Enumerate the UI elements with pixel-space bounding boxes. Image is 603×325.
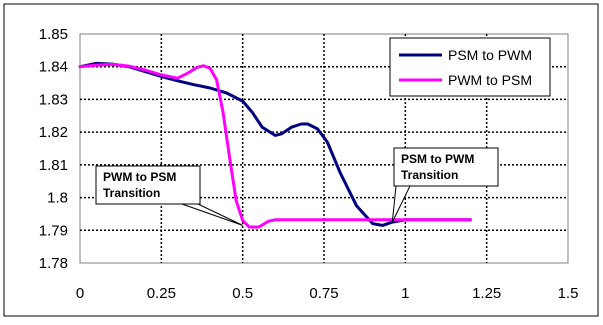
y-tick-label: 1.85 [39, 26, 68, 43]
series-line-pwm-to-psm [78, 62, 472, 229]
grid-lines [80, 34, 568, 263]
series-line-psm-to-pwm [78, 61, 472, 227]
annotation-text-line2: Transition [401, 168, 458, 182]
x-tick-label: 0 [76, 285, 84, 302]
annotation-layer: PWM to PSM Transition PSM to PWM Transition [95, 147, 499, 226]
legend-box [389, 37, 551, 97]
annotation-box [95, 165, 201, 205]
x-tick-label: 1 [401, 285, 409, 302]
y-tick-label: 1.84 [39, 59, 68, 76]
annotation-callout: PSM to PWM Transition [391, 147, 499, 223]
y-tick-label: 1.83 [39, 91, 68, 108]
x-tick-label: 1.5 [558, 285, 579, 302]
y-tick-label: 1.82 [39, 124, 68, 141]
y-tick-label: 1.81 [39, 157, 68, 174]
legend-label-pwm-to-psm: PWM to PSM [448, 72, 532, 88]
x-tick-label: 0.5 [232, 285, 253, 302]
annotation-text-line2: Transition [103, 186, 160, 200]
series-layer [78, 61, 472, 229]
annotation-box [393, 147, 499, 187]
legend-label-psm-to-pwm: PSM to PWM [448, 47, 532, 63]
y-tick-label: 1.8 [47, 190, 68, 207]
y-tick-label: 1.78 [39, 255, 68, 272]
x-tick-label: 1.25 [472, 285, 501, 302]
annotation-text-line1: PWM to PSM [103, 170, 176, 184]
annotation-text-line1: PSM to PWM [401, 152, 474, 166]
annotation-callout: PWM to PSM Transition [95, 165, 243, 226]
legend: PSM to PWM PWM to PSM [389, 37, 551, 97]
axis-labels: 1.78 1.79 1.8 1.81 1.82 1.83 1.84 1.85 0 0.25 0.5 0… [39, 26, 579, 302]
x-tick-label: 0.25 [147, 285, 176, 302]
x-tick-label: 0.75 [309, 285, 338, 302]
y-tick-label: 1.79 [39, 222, 68, 239]
